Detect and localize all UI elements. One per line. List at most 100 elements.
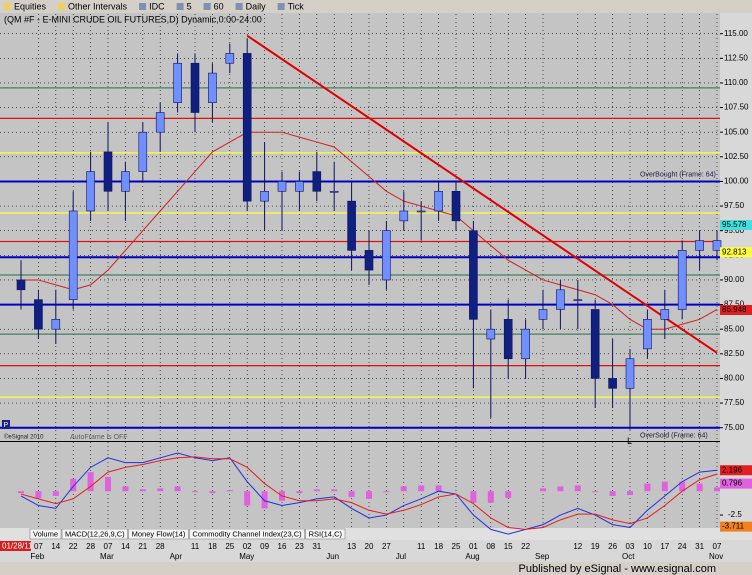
- footer-bar: [0, 562, 752, 575]
- x-tick-label: 07: [104, 542, 113, 551]
- x-tick-label: 14: [121, 542, 130, 551]
- panel-marker-box: [2, 420, 10, 429]
- month-label: Nov: [709, 552, 723, 561]
- x-tick-label: 31: [312, 542, 321, 551]
- histogram-bar: [296, 491, 303, 494]
- y-tick-label: 100.00: [724, 177, 749, 186]
- indicator-tab-label[interactable]: Money Flow(14): [132, 529, 186, 538]
- x-tick-label: 25: [452, 542, 461, 551]
- indicator-tab-label[interactable]: MACD(12,26,9,C): [65, 529, 125, 538]
- indicator-tab[interactable]: [29, 528, 62, 540]
- histogram-bar: [661, 481, 668, 492]
- histogram-bar: [18, 491, 24, 494]
- histogram-bar: [70, 478, 77, 492]
- price-box: [720, 220, 752, 231]
- histogram-bar: [174, 486, 181, 492]
- y-tick-label: 87.50: [724, 300, 745, 309]
- x-tick-label: 22: [521, 542, 530, 551]
- histogram-bar: [226, 490, 233, 492]
- panel-marker: P: [4, 422, 9, 429]
- indicator-tab-label[interactable]: RSI(14,C): [309, 529, 343, 538]
- candle-body: [677, 250, 687, 310]
- histogram-bar: [35, 491, 42, 498]
- price-axis: [720, 13, 752, 528]
- indicator-tab[interactable]: [189, 528, 305, 540]
- histogram-bar: [696, 483, 703, 492]
- x-tick-label: 09: [260, 542, 269, 551]
- indicator-tab-label[interactable]: Volume: [33, 529, 58, 538]
- toolbar-button[interactable]: Other Intervals: [68, 1, 128, 11]
- histogram-bar: [592, 491, 599, 493]
- x-tick-label: 28: [156, 542, 165, 551]
- trendline: [246, 34, 718, 354]
- candle-body: [712, 240, 722, 251]
- toolbar-icon: [139, 3, 147, 10]
- month-label: Jul: [396, 552, 406, 561]
- x-tick-label: 14: [51, 542, 60, 551]
- candle-body: [86, 171, 95, 212]
- candle-body: [695, 240, 704, 251]
- toolbar-icon: [203, 3, 211, 10]
- candle-body: [295, 181, 304, 192]
- cursor-date: 01/28/11: [2, 542, 33, 551]
- candle-body: [155, 112, 165, 133]
- x-tick-label: 28: [86, 542, 95, 551]
- toolbar-button[interactable]: IDC: [149, 1, 165, 11]
- histogram-bar: [192, 491, 198, 493]
- toolbar-button[interactable]: 5: [187, 1, 192, 11]
- x-tick-label: 19: [591, 542, 600, 551]
- x-tick-label: 20: [365, 542, 374, 551]
- x-tick-label: 18: [208, 542, 217, 551]
- x-tick-label: 01: [469, 542, 478, 551]
- candle-body: [521, 328, 530, 360]
- candle-body: [68, 210, 78, 300]
- indicator-tab[interactable]: [305, 528, 346, 540]
- y-tick-label: 85.00: [724, 324, 745, 333]
- candle-body: [469, 230, 478, 320]
- toolbar-icon: [4, 3, 11, 10]
- macd-line: [20, 456, 718, 530]
- candle-body: [34, 299, 43, 330]
- candle-body: [190, 62, 200, 113]
- indicator-tab-label[interactable]: Commodity Channel Index(23,C): [192, 529, 302, 538]
- x-tick-label: 07: [713, 542, 722, 551]
- y-tick-label: 107.50: [724, 103, 749, 112]
- toolbar-button[interactable]: Tick: [288, 1, 305, 11]
- histogram-bar: [435, 485, 442, 492]
- y-tick-label: 95.00: [724, 226, 745, 235]
- x-tick-label: 17: [660, 542, 669, 551]
- histogram-bar: [557, 486, 564, 492]
- toolbar-button[interactable]: Daily: [246, 1, 267, 11]
- candle-body: [347, 200, 356, 251]
- histogram-bar: [609, 491, 616, 496]
- histogram-bar: [348, 491, 355, 497]
- candle-body: [556, 289, 565, 310]
- histogram-bar: [505, 491, 512, 498]
- x-tick-label: 25: [225, 542, 234, 551]
- histogram-bar: [52, 491, 59, 496]
- chart-title: (QM #F - E-MINI CRUDE OIL FUTURES,D) Dyn…: [4, 14, 262, 24]
- moving-average: [21, 131, 718, 330]
- candle-body: [329, 190, 339, 193]
- histogram-bar: [122, 486, 129, 492]
- candle-body: [573, 299, 583, 301]
- month-label: Jun: [326, 552, 339, 561]
- macd-box-label: 2.196: [722, 465, 743, 474]
- candle-body: [643, 319, 652, 350]
- candle-body: [486, 328, 496, 340]
- x-tick-label: 21: [138, 542, 147, 551]
- x-tick-label: 08: [486, 542, 495, 551]
- candle-body: [138, 131, 148, 172]
- toolbar-button[interactable]: 60: [214, 1, 224, 11]
- candle-body: [382, 230, 391, 281]
- indicator-tab[interactable]: [61, 528, 128, 540]
- toolbar-button[interactable]: Equities: [14, 1, 47, 11]
- histogram-bar: [679, 481, 686, 492]
- indicator-tab[interactable]: [128, 528, 189, 540]
- histogram-bar: [105, 476, 111, 492]
- x-tick-label: 12: [573, 542, 582, 551]
- toolbar: [0, 0, 752, 13]
- x-tick-label: 27: [382, 542, 391, 551]
- macd-box: [720, 478, 752, 489]
- y-tick-label: 110.00: [724, 78, 748, 87]
